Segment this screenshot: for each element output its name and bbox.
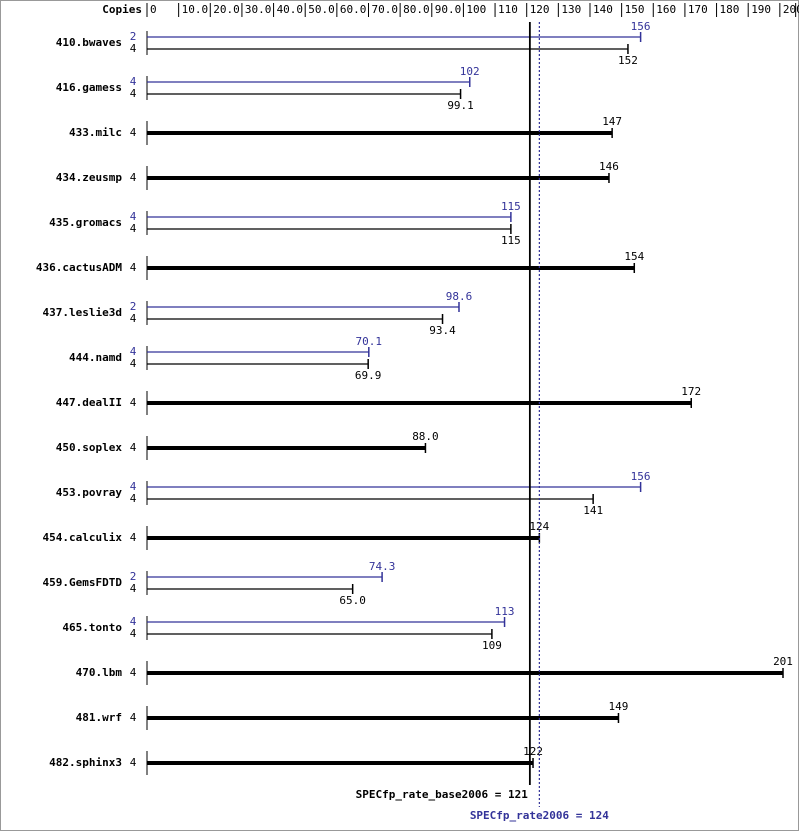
value-label: 115 [501,200,521,213]
value-label: 98.6 [446,290,473,303]
copies-label: 4 [130,222,137,235]
value-label: 93.4 [429,324,456,337]
benchmark-label: 482.sphinx3 [49,756,122,769]
value-label: 201 [773,655,793,668]
x-tick-label: 60.0 [340,3,367,16]
value-label: 156 [631,20,651,33]
x-tick-label: 180 [720,3,740,16]
copies-label: 4 [130,126,137,139]
benchmark-label: 454.calculix [43,531,123,544]
copies-label: 4 [130,42,137,55]
value-label: 152 [618,54,638,67]
copies-label: 4 [130,75,137,88]
x-tick-label: 70.0 [371,3,398,16]
copies-label: 4 [130,582,137,595]
benchmark-label: 447.dealII [56,396,122,409]
value-label: 149 [609,700,629,713]
copies-label: 4 [130,210,137,223]
copies-label: 4 [130,396,137,409]
value-label: 70.1 [356,335,383,348]
value-label: 115 [501,234,521,247]
benchmark-label: 410.bwaves [56,36,122,49]
value-label: 109 [482,639,502,652]
benchmark-label: 459.GemsFDTD [43,576,123,589]
x-tick-label: 160 [656,3,676,16]
copies-label: 4 [130,312,137,325]
reference-label: SPECfp_rate2006 = 124 [470,809,609,822]
x-tick-label: 140 [593,3,613,16]
benchmark-label: 437.leslie3d [43,306,122,319]
value-label: 113 [495,605,515,618]
x-tick-label: 110 [498,3,518,16]
value-label: 147 [602,115,622,128]
x-tick-label: 100 [466,3,486,16]
copies-label: 4 [130,492,137,505]
x-tick-label: 130 [561,3,581,16]
x-tick-label: 170 [688,3,708,16]
value-label: 102 [460,65,480,78]
value-label: 141 [583,504,603,517]
copies-label: 4 [130,171,137,184]
reference-label: SPECfp_rate_base2006 = 121 [356,788,529,801]
benchmark-label: 465.tonto [62,621,122,634]
x-tick-label: 50.0 [308,3,335,16]
value-label: 122 [523,745,543,758]
copies-label: 4 [130,627,137,640]
x-tick-label: 20.0 [213,3,240,16]
copies-label: 4 [130,666,137,679]
copies-label: 2 [130,300,137,313]
copies-label: 2 [130,30,137,43]
value-label: 146 [599,160,619,173]
benchmark-label: 444.namd [69,351,122,364]
value-label: 88.0 [412,430,439,443]
value-label: 154 [624,250,644,263]
x-tick-label: 150 [625,3,645,16]
copies-header: Copies [102,3,142,16]
benchmark-label: 481.wrf [76,711,122,724]
copies-label: 4 [130,441,137,454]
x-tick-label: 0 [150,3,157,16]
copies-label: 4 [130,87,137,100]
x-tick-label: 200 [783,3,799,16]
value-label: 69.9 [355,369,382,382]
value-label: 99.1 [447,99,474,112]
copies-label: 4 [130,345,137,358]
x-tick-label: 90.0 [435,3,462,16]
value-label: 74.3 [369,560,396,573]
copies-label: 4 [130,261,137,274]
value-label: 172 [681,385,701,398]
x-tick-label: 190 [751,3,771,16]
x-tick-label: 10.0 [182,3,209,16]
copies-label: 4 [130,480,137,493]
copies-label: 4 [130,711,137,724]
benchmark-label: 434.zeusmp [56,171,123,184]
benchmark-label: 436.cactusADM [36,261,122,274]
x-tick-label: 30.0 [245,3,271,16]
x-tick-label: 80.0 [403,3,430,16]
copies-label: 4 [130,531,137,544]
copies-label: 4 [130,357,137,370]
copies-label: 2 [130,570,137,583]
x-tick-label: 40.0 [277,3,304,16]
benchmark-label: 416.gamess [56,81,122,94]
benchmark-label: 470.lbm [76,666,123,679]
benchmark-label: 453.povray [56,486,123,499]
copies-label: 4 [130,615,137,628]
benchmark-label: 450.soplex [56,441,123,454]
copies-label: 4 [130,756,137,769]
x-tick-label: 120 [530,3,550,16]
benchmark-label: 433.milc [69,126,122,139]
value-label: 156 [631,470,651,483]
value-label: 65.0 [339,594,366,607]
benchmark-label: 435.gromacs [49,216,122,229]
